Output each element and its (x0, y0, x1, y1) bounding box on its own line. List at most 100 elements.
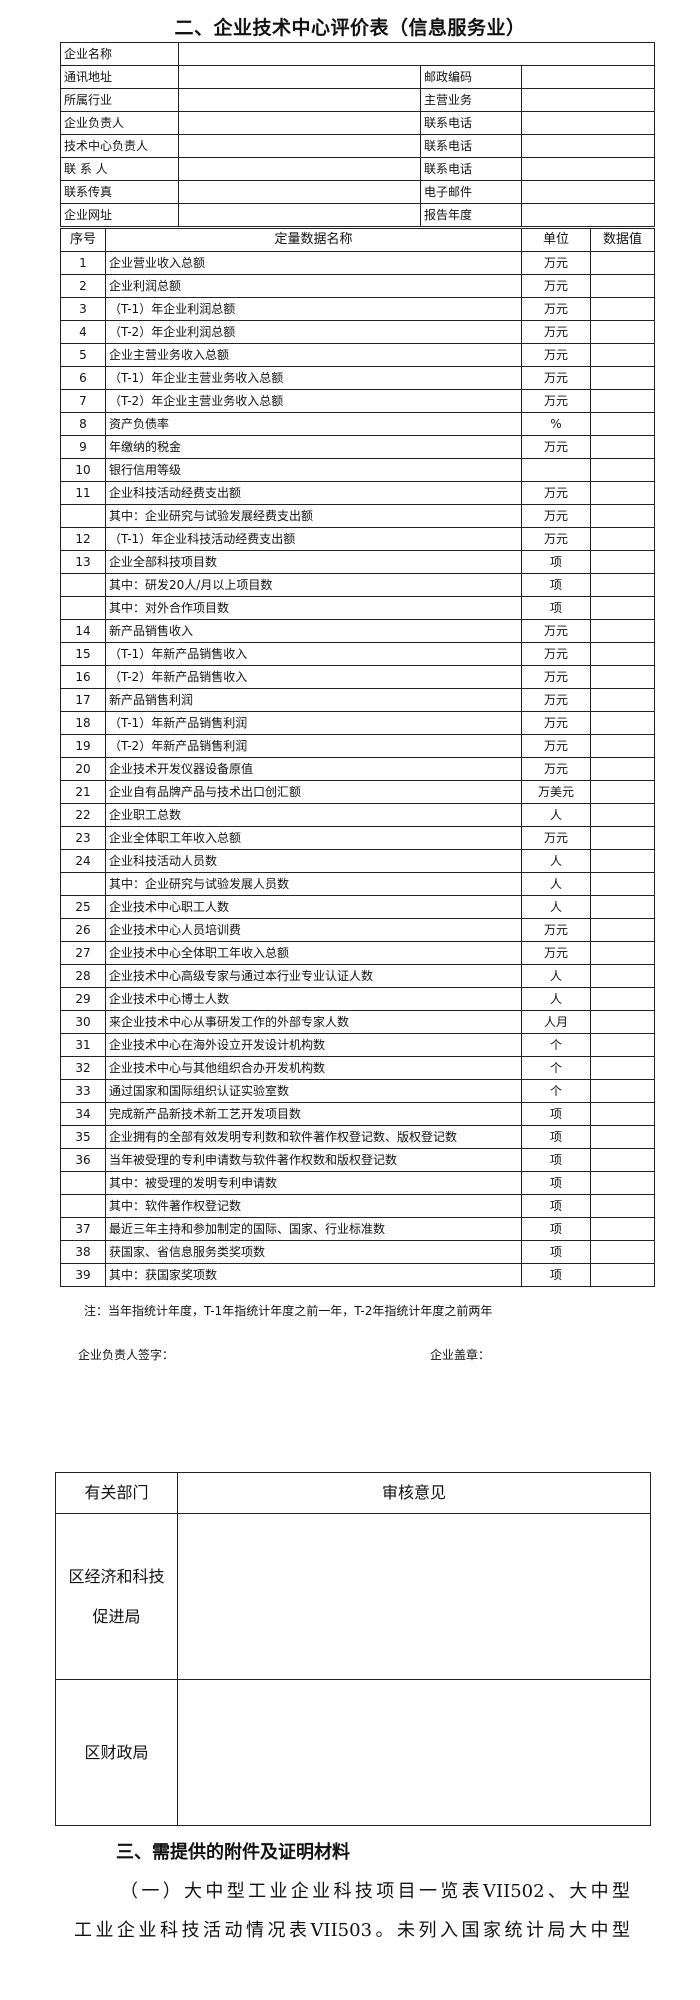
value-cell[interactable] (590, 366, 655, 390)
table-row: 其中：对外合作项目数项 (60, 596, 655, 620)
unit: 人 (521, 964, 591, 988)
value-cell[interactable] (590, 320, 655, 344)
field-value[interactable] (520, 203, 656, 227)
value-cell[interactable] (590, 688, 655, 712)
value-cell[interactable] (590, 297, 655, 321)
field-value[interactable] (520, 88, 656, 112)
row-number: 10 (60, 458, 106, 482)
value-cell[interactable] (590, 803, 655, 827)
field-value[interactable] (177, 42, 656, 66)
field-value[interactable] (178, 203, 421, 227)
value-cell[interactable] (590, 1217, 655, 1241)
value-cell[interactable] (590, 619, 655, 643)
value-cell[interactable] (590, 1125, 655, 1149)
metric-name: 企业职工总数 (105, 803, 522, 827)
table-header-row: 序号 定量数据名称 单位 数据值 (60, 228, 655, 252)
value-cell[interactable] (590, 941, 655, 965)
row-number: 1 (60, 251, 106, 275)
metric-name: （T-1）年新产品销售利润 (105, 711, 522, 735)
value-cell[interactable] (590, 573, 655, 597)
table-row: 25 企业技术中心职工人数人 (60, 895, 655, 919)
value-cell[interactable] (590, 481, 655, 505)
metric-name: 企业科技活动经费支出额 (105, 481, 522, 505)
field-value[interactable] (178, 134, 421, 158)
value-cell[interactable] (590, 1102, 655, 1126)
field-value[interactable] (178, 157, 421, 181)
field-value[interactable] (520, 134, 656, 158)
unit: 项 (521, 573, 591, 597)
value-cell[interactable] (590, 389, 655, 413)
row-number (60, 1171, 106, 1195)
value-cell[interactable] (590, 665, 655, 689)
row-number: 20 (60, 757, 106, 781)
row-number (60, 596, 106, 620)
value-cell[interactable] (590, 711, 655, 735)
row-number: 32 (60, 1056, 106, 1080)
value-cell[interactable] (590, 412, 655, 436)
value-cell[interactable] (590, 550, 655, 574)
value-cell[interactable] (590, 1240, 655, 1264)
value-cell[interactable] (590, 527, 655, 551)
row-number: 38 (60, 1240, 106, 1264)
unit: 万元 (521, 366, 591, 390)
value-cell[interactable] (590, 458, 655, 482)
value-cell[interactable] (590, 849, 655, 873)
page-title: 二、企业技术中心评价表（信息服务业） (174, 17, 526, 39)
row-number: 13 (60, 550, 106, 574)
row-number: 18 (60, 711, 106, 735)
value-cell[interactable] (590, 435, 655, 459)
field-value[interactable] (178, 111, 421, 135)
value-cell[interactable] (590, 872, 655, 896)
value-cell[interactable] (590, 504, 655, 528)
row-number: 34 (60, 1102, 106, 1126)
value-cell[interactable] (590, 964, 655, 988)
metric-name: 其中：软件著作权登记数 (105, 1194, 522, 1218)
metric-name: 企业技术中心人员培训费 (105, 918, 522, 942)
metric-name: 企业技术中心博士人数 (105, 987, 522, 1011)
value-cell[interactable] (590, 274, 655, 298)
value-cell[interactable] (590, 1171, 655, 1195)
value-cell[interactable] (590, 1194, 655, 1218)
value-cell[interactable] (590, 757, 655, 781)
table-row: 其中：被受理的发明专利申请数项 (60, 1171, 655, 1195)
value-cell[interactable] (590, 780, 655, 804)
value-cell[interactable] (590, 642, 655, 666)
field-value[interactable] (520, 111, 656, 135)
value-cell[interactable] (590, 343, 655, 367)
value-cell[interactable] (590, 895, 655, 919)
metric-name: 企业技术开发仪器设备原值 (105, 757, 522, 781)
value-cell[interactable] (590, 826, 655, 850)
field-label: 主营业务 (420, 88, 522, 112)
opinion-field[interactable] (177, 1679, 651, 1826)
value-cell[interactable] (590, 596, 655, 620)
metric-name: （T-1）年企业利润总额 (105, 297, 522, 321)
value-cell[interactable] (590, 251, 655, 275)
unit: 项 (521, 550, 591, 574)
value-cell[interactable] (590, 734, 655, 758)
field-label: 联系电话 (420, 157, 522, 181)
field-value[interactable] (520, 65, 656, 89)
value-cell[interactable] (590, 1010, 655, 1034)
unit: 万元 (521, 481, 591, 505)
field-value[interactable] (178, 65, 421, 89)
table-row: 28 企业技术中心高级专家与通过本行业专业认证人数人 (60, 964, 655, 988)
header-opinion: 审核意见 (177, 1472, 651, 1514)
field-value[interactable] (520, 157, 656, 181)
field-value[interactable] (178, 88, 421, 112)
metric-name: 银行信用等级 (105, 458, 522, 482)
field-value[interactable] (178, 180, 421, 204)
field-value[interactable] (520, 180, 656, 204)
value-cell[interactable] (590, 987, 655, 1011)
unit: 个 (521, 1056, 591, 1080)
opinion-field[interactable] (177, 1513, 651, 1680)
row-number: 36 (60, 1148, 106, 1172)
value-cell[interactable] (590, 1079, 655, 1103)
header-no: 序号 (60, 228, 106, 252)
value-cell[interactable] (590, 1056, 655, 1080)
table-row: 37 最近三年主持和参加制定的国际、国家、行业标准数项 (60, 1217, 655, 1241)
value-cell[interactable] (590, 1033, 655, 1057)
value-cell[interactable] (590, 1263, 655, 1287)
table-row: 30 来企业技术中心从事研发工作的外部专家人数 人月 (60, 1010, 655, 1034)
value-cell[interactable] (590, 1148, 655, 1172)
value-cell[interactable] (590, 918, 655, 942)
